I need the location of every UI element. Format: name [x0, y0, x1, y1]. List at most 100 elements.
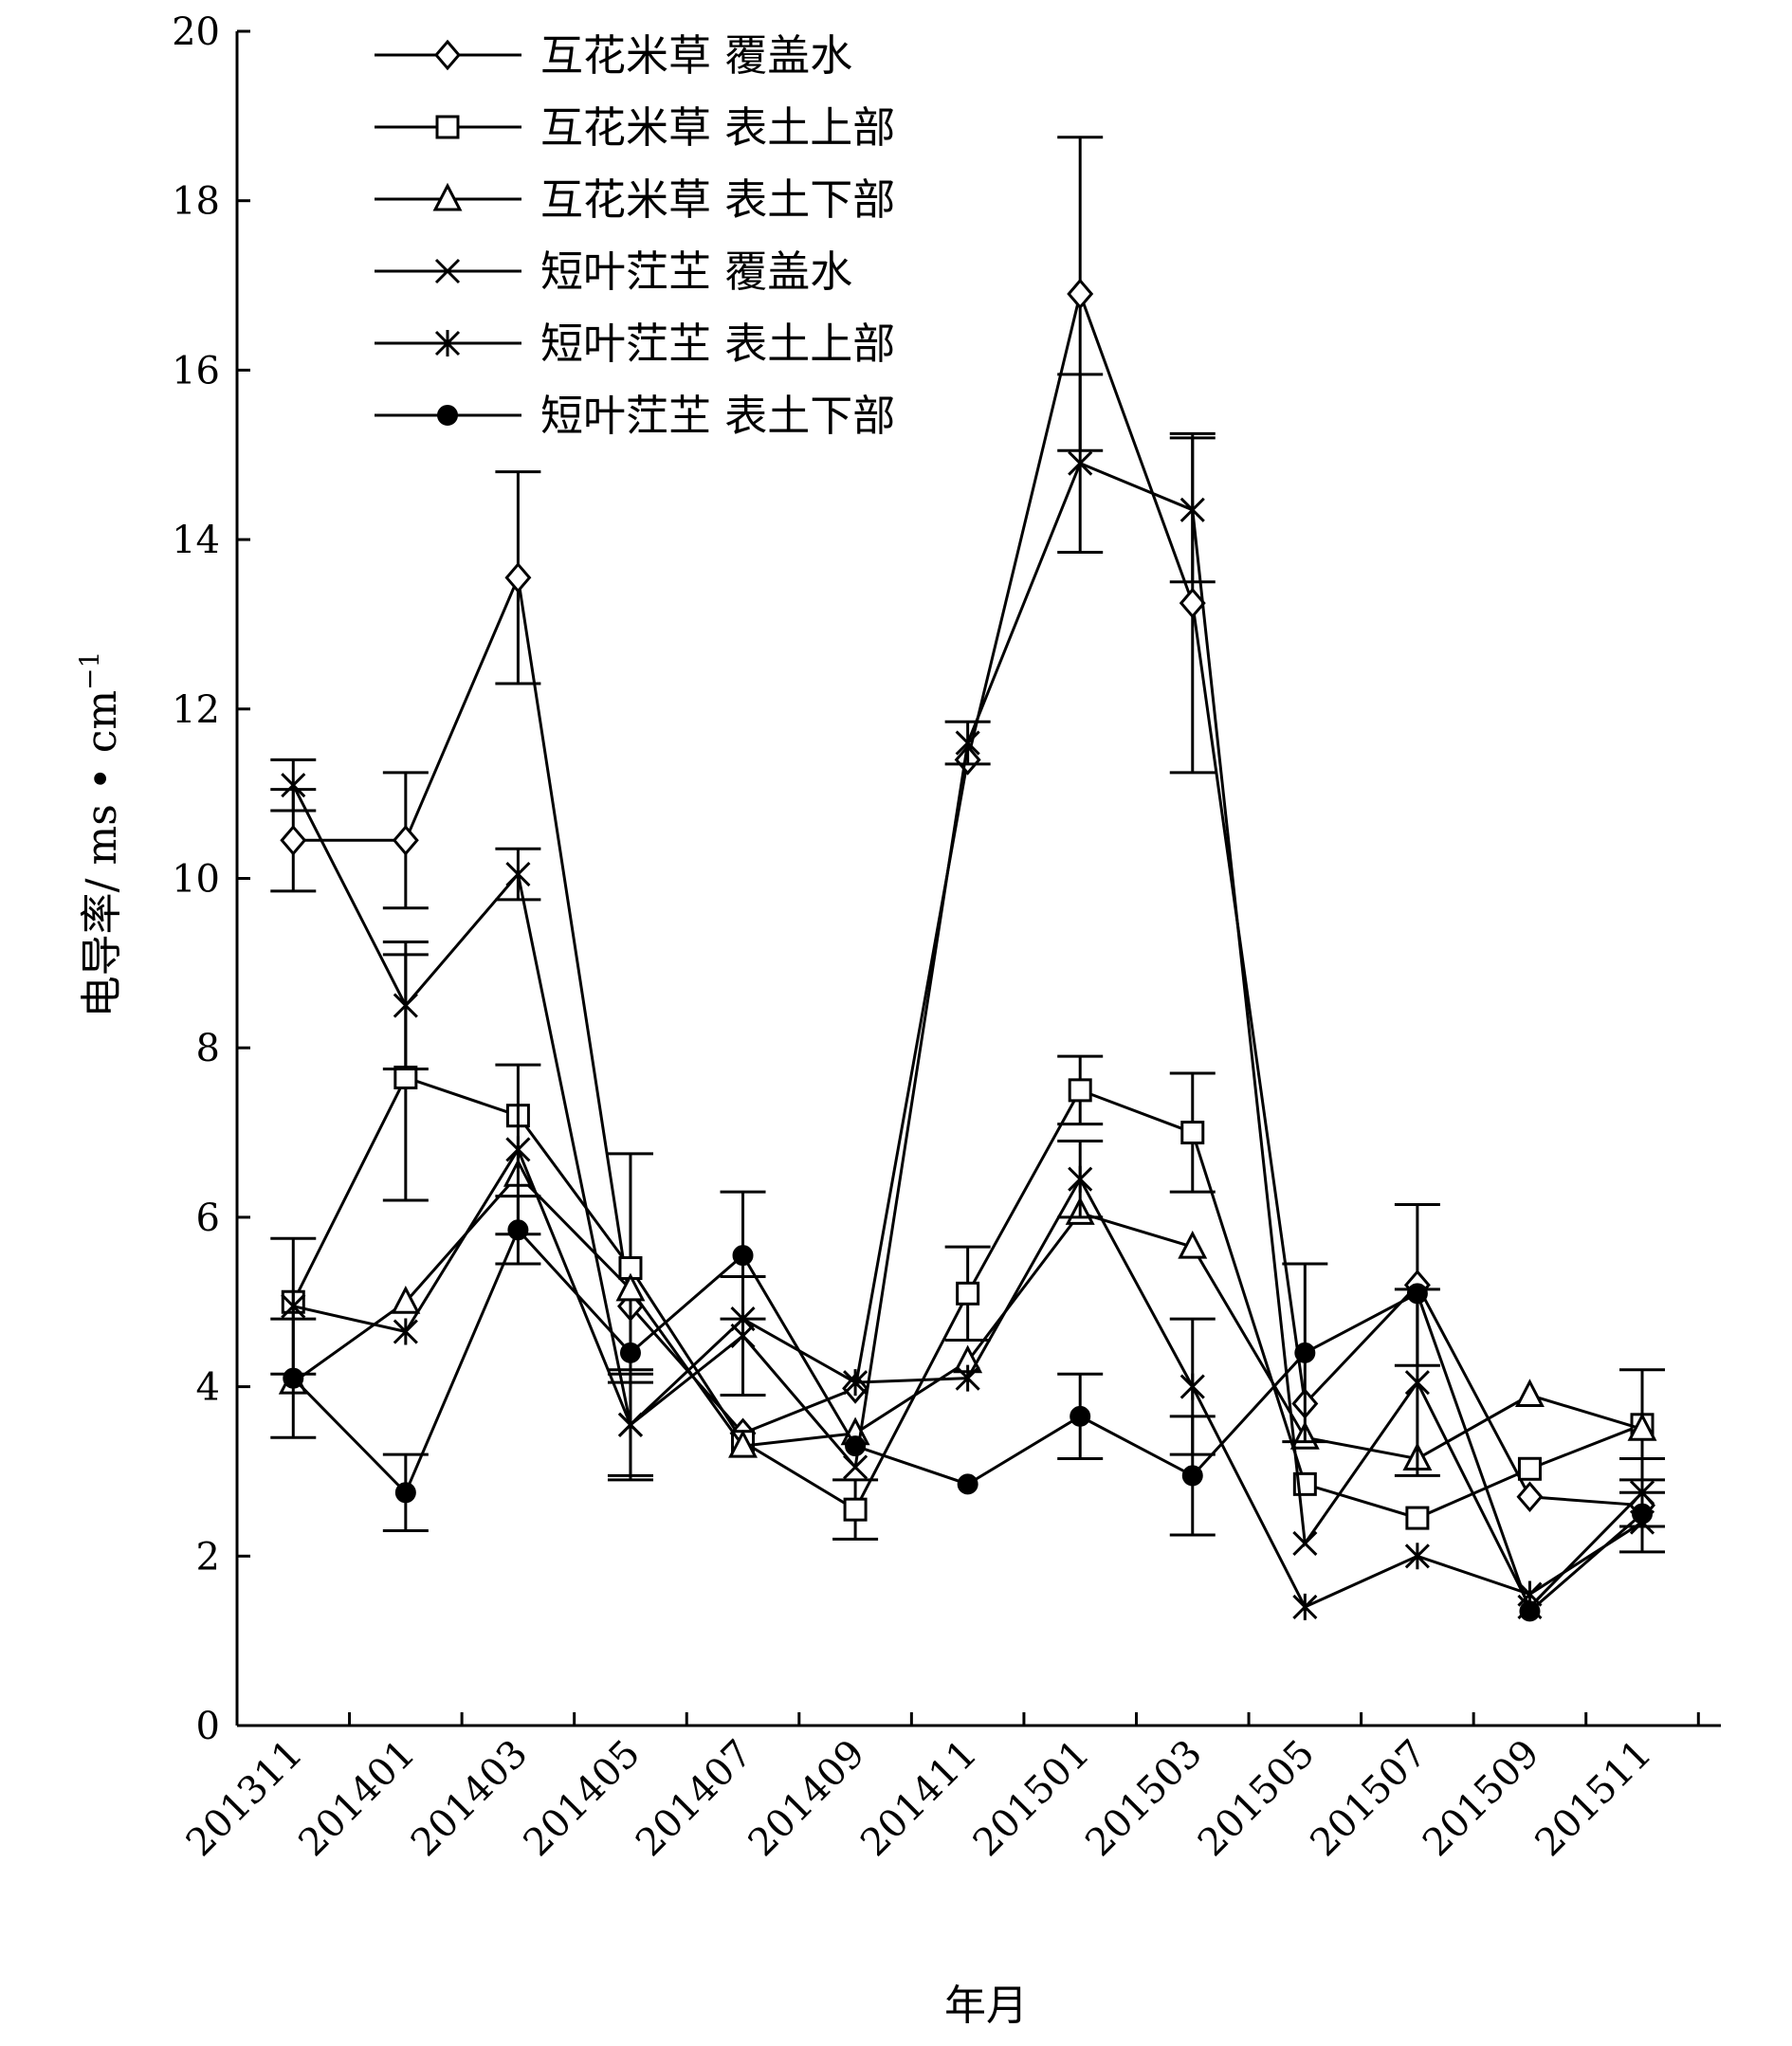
marker-diamond [1067, 278, 1094, 310]
y-tick-label: 0 [196, 1705, 220, 1748]
legend-label: 互花米草 覆盖水 [540, 30, 852, 81]
x-axis-title: 年月 [944, 1982, 1028, 2030]
y-axis-title-exponent: −1 [74, 651, 105, 690]
marker-square [1180, 1121, 1205, 1145]
marker-asterisk [1068, 1165, 1093, 1193]
marker-x [1068, 450, 1093, 476]
marker-dot [1406, 1283, 1428, 1305]
x-tick-label: 201409 [741, 1732, 874, 1866]
marker-dot [437, 405, 458, 426]
legend-entry: 短叶茳芏 表土下部 [375, 391, 895, 441]
x-tick-label: 201505 [1190, 1732, 1324, 1866]
x-tick-label: 201503 [1077, 1732, 1211, 1866]
legend-entry: 短叶茳芏 覆盖水 [375, 247, 852, 297]
y-tick-label: 16 [172, 349, 220, 393]
marker-dot [1632, 1503, 1654, 1525]
x-tick-label: 201511 [1527, 1732, 1661, 1866]
x-tick-label: 201403 [403, 1732, 537, 1866]
legend-label: 短叶茳芏 表土下部 [540, 391, 895, 441]
marker-x [505, 861, 531, 887]
marker-diamond [504, 562, 532, 594]
marker-dot [507, 1219, 529, 1241]
marker-asterisk [843, 1369, 869, 1397]
x-tick-label: 201407 [628, 1732, 761, 1866]
y-axis-title: 电导率/ ms • cm−1 [74, 651, 126, 1018]
marker-dot [619, 1342, 641, 1363]
legend-entry: 互花米草 表土上部 [375, 102, 895, 153]
legend-entry: 短叶茳芏 表土上部 [375, 319, 895, 369]
marker-dot [1070, 1405, 1091, 1427]
x-tick-label: 201411 [852, 1732, 986, 1866]
y-tick-label: 10 [172, 858, 220, 902]
marker-square [843, 1497, 868, 1522]
marker-square [435, 115, 460, 139]
marker-asterisk [1292, 1593, 1318, 1620]
marker-x [1404, 1370, 1430, 1396]
x-tick-label: 201311 [178, 1732, 312, 1866]
y-tick-label: 12 [172, 688, 220, 732]
marker-asterisk [617, 1411, 644, 1438]
y-tick-label: 2 [196, 1535, 220, 1579]
marker-dot [394, 1482, 416, 1504]
marker-asterisk [1404, 1543, 1430, 1570]
marker-diamond [280, 824, 307, 856]
marker-dot [283, 1367, 304, 1389]
marker-x [1292, 1530, 1318, 1556]
legend-entry: 互花米草 表土下部 [375, 174, 895, 225]
legend-label: 短叶茳芏 表土上部 [540, 319, 895, 369]
marker-asterisk [281, 1292, 306, 1320]
marker-x [281, 773, 306, 798]
marker-x [1179, 497, 1205, 522]
y-tick-label: 18 [172, 180, 220, 224]
marker-triangle [432, 182, 463, 211]
marker-dot [1519, 1600, 1541, 1622]
marker-x [434, 258, 461, 284]
x-tick-label: 201501 [965, 1732, 1099, 1866]
marker-x [955, 730, 980, 756]
marker-square [1517, 1456, 1542, 1481]
marker-dot [957, 1473, 978, 1495]
marker-diamond [1516, 1481, 1544, 1513]
marker-square [1068, 1078, 1092, 1103]
y-tick-label: 4 [196, 1366, 220, 1410]
x-tick-label: 201401 [290, 1732, 424, 1866]
marker-asterisk [393, 1318, 418, 1345]
series-4 [270, 373, 1666, 1619]
marker-x [393, 993, 418, 1018]
marker-asterisk [434, 330, 461, 356]
marker-triangle [728, 1429, 758, 1458]
marker-triangle [1178, 1230, 1208, 1259]
y-tick-label: 6 [196, 1197, 220, 1240]
marker-dot [732, 1245, 754, 1267]
marker-triangle [391, 1285, 421, 1314]
legend-label: 短叶茳芏 覆盖水 [540, 247, 852, 297]
marker-asterisk [505, 1136, 531, 1163]
marker-square [956, 1281, 980, 1306]
marker-asterisk [1179, 1373, 1205, 1400]
x-tick-label: 201405 [516, 1732, 649, 1866]
legend-label: 互花米草 表土下部 [540, 174, 895, 225]
marker-asterisk [955, 1364, 980, 1392]
y-tick-label: 8 [196, 1027, 220, 1070]
y-tick-label: 14 [172, 519, 220, 562]
marker-triangle [1627, 1413, 1657, 1441]
axes: 0246810121416182020131120140120140320140… [172, 10, 1721, 1865]
marker-dot [1294, 1342, 1316, 1363]
series-layer [270, 136, 1666, 1622]
x-tick-label: 201509 [1415, 1732, 1548, 1866]
x-tick-label: 201507 [1302, 1732, 1435, 1866]
series-6 [270, 1190, 1654, 1622]
series-5 [270, 1063, 1666, 1620]
marker-square [1405, 1506, 1430, 1530]
marker-triangle [615, 1272, 646, 1302]
marker-diamond [434, 39, 461, 71]
series-2 [281, 953, 1666, 1541]
marker-diamond [392, 824, 419, 856]
marker-x [843, 1454, 869, 1480]
marker-diamond [1179, 587, 1206, 619]
marker-dot [1181, 1465, 1203, 1487]
series-line [291, 461, 1644, 1610]
marker-triangle [1514, 1379, 1545, 1408]
